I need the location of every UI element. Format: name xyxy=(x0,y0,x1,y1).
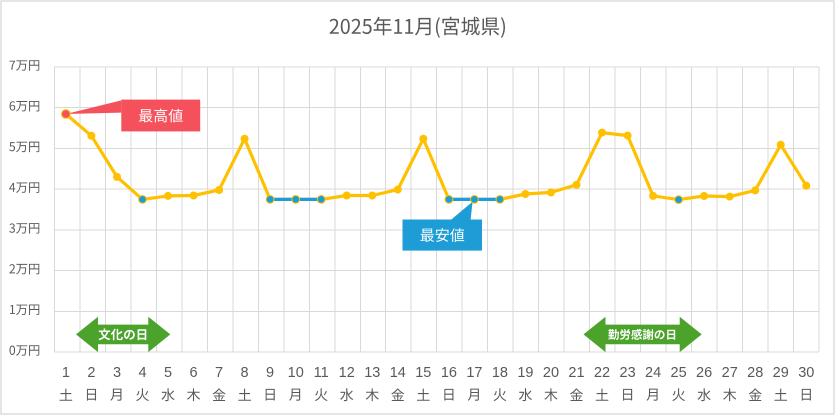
svg-text:12: 12 xyxy=(339,365,355,381)
svg-text:5: 5 xyxy=(164,365,172,381)
svg-text:1: 1 xyxy=(62,365,70,381)
svg-text:22: 22 xyxy=(594,365,610,381)
svg-text:15: 15 xyxy=(415,365,431,381)
svg-text:2: 2 xyxy=(87,365,95,381)
svg-text:7: 7 xyxy=(215,365,223,381)
svg-text:21: 21 xyxy=(568,365,584,381)
svg-text:26: 26 xyxy=(696,365,712,381)
svg-text:28: 28 xyxy=(747,365,763,381)
svg-text:11: 11 xyxy=(314,365,329,381)
svg-text:8: 8 xyxy=(241,365,249,381)
svg-text:23: 23 xyxy=(620,365,636,381)
svg-text:30: 30 xyxy=(798,365,814,381)
svg-text:16: 16 xyxy=(441,365,457,381)
svg-text:3: 3 xyxy=(113,365,121,381)
svg-text:10: 10 xyxy=(288,365,304,381)
svg-text:20: 20 xyxy=(543,365,559,381)
svg-text:18: 18 xyxy=(492,365,508,381)
svg-text:24: 24 xyxy=(645,365,661,381)
svg-text:29: 29 xyxy=(773,365,789,381)
svg-text:14: 14 xyxy=(390,365,406,381)
svg-text:6: 6 xyxy=(190,365,198,381)
svg-text:25: 25 xyxy=(671,365,687,381)
svg-text:17: 17 xyxy=(466,365,482,381)
svg-text:4: 4 xyxy=(138,365,146,381)
svg-text:27: 27 xyxy=(722,365,738,381)
svg-text:19: 19 xyxy=(517,365,533,381)
svg-text:9: 9 xyxy=(266,365,274,381)
svg-text:13: 13 xyxy=(364,365,380,381)
